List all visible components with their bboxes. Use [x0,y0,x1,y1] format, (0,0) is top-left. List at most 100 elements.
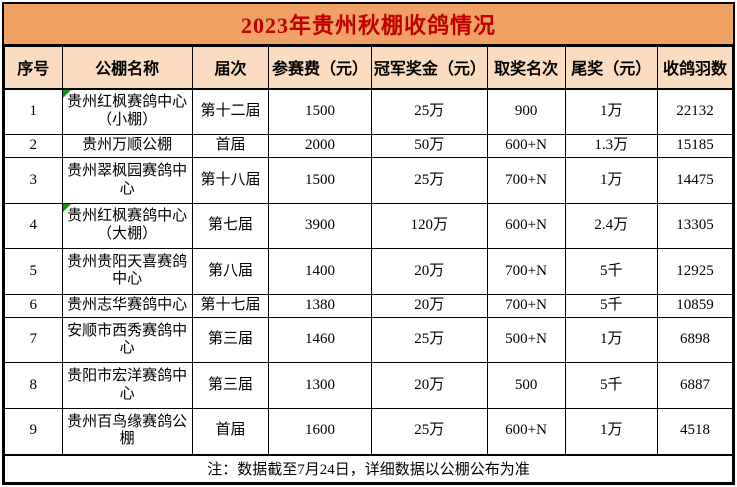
footer-row: 注：数据截至7月24日，详细数据以公棚公布为准 [4,453,733,483]
loft-name-cell: 安顺市西秀赛鸽中心 [61,317,193,364]
prize-ranks-cell: 600+N [486,407,566,456]
cell-text: 第十七届 [200,297,261,313]
column-header-col-loft-name: 公棚名称 [61,46,193,90]
cell-text: 安顺市西秀赛鸽中心 [67,322,188,357]
cell-text: 3 [29,171,38,188]
champion-prize-cell: 20万 [370,362,488,409]
cell-text: 6898 [679,331,710,348]
cell-text: 贵州百鸟缘赛鸽公棚 [67,413,188,448]
row-index-cell: 7 [4,317,63,364]
cell-text: 14475 [676,171,714,188]
cell-text: 600+N [505,137,547,154]
session-cell: 第十八届 [191,157,270,204]
table-row: 1 贵州红枫赛鸽中心（小棚） 第十二届 1500 25万 900 1万 22132 [4,87,734,136]
row-index-cell: 8 [4,362,63,409]
loft-name-cell: 贵州翠枫园赛鸽中心 [61,157,193,204]
table-row: 8 贵阳市宏洋赛鸽中心 第三届 1300 20万 500 5千 6887 [4,362,734,409]
cell-text: 25万 [414,171,445,188]
cell-text: 第三届 [208,331,254,348]
cell-text: 1400 [305,262,336,279]
prize-ranks-cell: 900 [486,87,566,136]
cell-text: 贵州红枫赛鸽中心（大棚） [67,208,188,243]
pigeon-count-cell: 22132 [656,87,734,136]
cell-text: 22132 [676,102,714,119]
entry-fee-cell: 1380 [268,293,372,319]
cell-text: 20万 [414,376,445,393]
cell-text: 700+N [505,262,547,279]
cell-text: 1万 [599,171,623,188]
cell-text: 600+N [505,217,547,234]
cell-text: 1万 [599,422,623,439]
cell-text: 25万 [414,422,445,439]
cell-text: 20万 [414,262,445,279]
column-header-col-index: 序号 [4,46,63,90]
cell-text: 1.3万 [594,137,629,154]
cell-text: 1万 [599,102,623,119]
cell-text: 第八届 [208,262,254,279]
session-cell: 第三届 [191,317,270,364]
champion-prize-cell: 25万 [370,87,488,136]
cell-text: 12925 [676,262,714,279]
cell-text: 2000 [305,137,336,154]
cell-text: 3900 [305,217,336,234]
loft-name-cell: 贵州红枫赛鸽中心（小棚） [61,87,193,136]
tail-prize-cell: 5千 [564,293,658,319]
prize-ranks-cell: 700+N [486,157,566,204]
cell-text: 600+N [505,422,547,439]
column-header-col-prize-ranks: 取奖名次 [486,46,566,90]
session-cell: 首届 [191,407,270,456]
champion-prize-cell: 20万 [370,248,488,295]
champion-prize-cell: 20万 [370,293,488,319]
pigeon-count-cell: 12925 [656,248,734,295]
tail-prize-cell: 5千 [564,248,658,295]
page-title: 2023年贵州秋棚收鸽情况 [240,13,496,38]
entry-fee-cell: 3900 [268,202,372,250]
cell-text: 贵州红枫赛鸽中心（小棚） [67,94,188,128]
title-bar: 2023年贵州秋棚收鸽情况 [4,4,733,46]
row-index-cell: 4 [4,202,63,250]
pigeon-count-cell: 15185 [656,134,734,159]
cell-text: 9 [29,422,38,439]
cell-text: 500+N [505,331,547,348]
entry-fee-cell: 1500 [268,157,372,204]
pigeon-count-cell: 6887 [656,362,734,409]
entry-fee-cell: 2000 [268,134,372,159]
cell-text: 900 [514,102,538,119]
row-index-cell: 2 [4,134,63,159]
cell-text: 1600 [305,422,336,439]
cell-text: 1万 [599,331,623,348]
cell-text: 首届 [215,137,246,154]
cell-text: 1460 [305,331,336,348]
cell-text: 第三届 [208,376,254,393]
cell-text: 6 [29,297,38,313]
cell-text: 5千 [599,297,623,313]
table-row: 2 贵州万顺公棚 首届 2000 50万 600+N 1.3万 15185 [4,134,734,159]
champion-prize-cell: 25万 [370,317,488,364]
cell-text: 贵州万顺公棚 [82,137,173,154]
tail-prize-cell: 5千 [564,362,658,409]
loft-name-cell: 贵州红枫赛鸽中心（大棚） [61,202,193,250]
prize-ranks-cell: 700+N [486,248,566,295]
tail-prize-cell: 1万 [564,87,658,136]
prize-ranks-cell: 600+N [486,134,566,159]
cell-text: 1300 [305,376,336,393]
champion-prize-cell: 50万 [370,134,488,159]
loft-name-cell: 贵州志华赛鸽中心 [61,293,193,319]
cell-text: 6887 [679,376,710,393]
cell-text: 25万 [414,331,445,348]
cell-text: 1500 [305,102,336,119]
tail-prize-cell: 1万 [564,157,658,204]
cell-text: 120万 [410,217,448,234]
session-cell: 第十二届 [191,87,270,136]
row-index-cell: 3 [4,157,63,204]
champion-prize-cell: 25万 [370,157,488,204]
prize-ranks-cell: 500 [486,362,566,409]
row-index-cell: 1 [4,87,63,136]
cell-text: 20万 [414,297,445,313]
champion-prize-cell: 120万 [370,202,488,250]
footer-note: 注：数据截至7月24日，详细数据以公棚公布为准 [4,453,733,483]
table-row: 5 贵州贵阳天喜赛鸽中心 第八届 1400 20万 700+N 5千 12925 [4,248,734,295]
cell-text: 15185 [676,137,714,154]
cell-text: 2 [29,137,38,154]
